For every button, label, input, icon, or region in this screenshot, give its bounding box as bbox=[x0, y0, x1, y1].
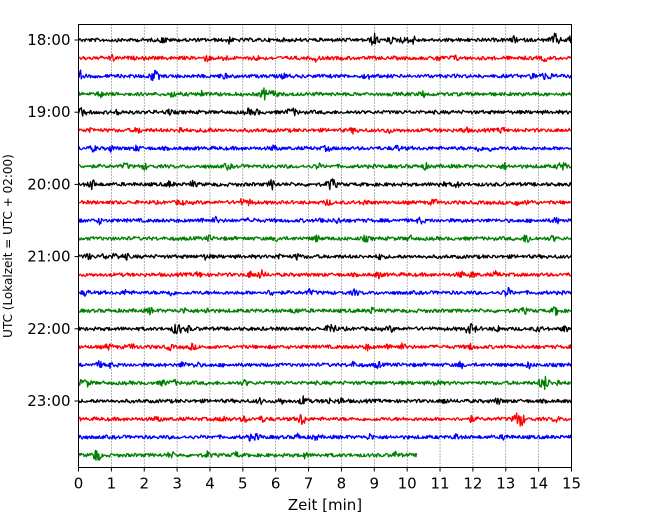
trace-1845 bbox=[77, 87, 572, 101]
y-tick-label: 19:00 bbox=[27, 103, 70, 121]
trace-1930 bbox=[77, 144, 572, 153]
x-tick-label: 14 bbox=[529, 475, 548, 493]
trace-2100 bbox=[77, 252, 572, 261]
x-tick-label: 7 bbox=[304, 475, 314, 493]
trace-1915 bbox=[77, 126, 572, 135]
y-tick-label: 22:00 bbox=[27, 320, 70, 338]
trace-1830 bbox=[77, 69, 572, 82]
grid-lines bbox=[111, 24, 539, 468]
y-axis-ticks: 18:00 19:00 20:00 21:00 22:00 23:00 bbox=[27, 31, 79, 410]
trace-2200 bbox=[77, 322, 572, 335]
x-tick-label: 8 bbox=[337, 475, 347, 493]
x-axis-label: Zeit [min] bbox=[288, 496, 362, 514]
x-tick-label: 12 bbox=[463, 475, 482, 493]
x-tick-label: 1 bbox=[107, 475, 117, 493]
y-axis-label: UTC (Lokalzeit = UTC + 02:00) bbox=[1, 154, 15, 338]
trace-2330 bbox=[77, 432, 572, 442]
trace-2030 bbox=[77, 215, 572, 226]
trace-1800 bbox=[77, 32, 572, 46]
x-axis-ticks: 0 1 2 3 4 5 6 7 8 9 10 11 12 13 14 15 bbox=[74, 467, 581, 493]
x-tick-label: 9 bbox=[370, 475, 380, 493]
y-tick-label: 18:00 bbox=[27, 31, 70, 49]
trace-2000 bbox=[78, 178, 572, 191]
x-tick-label: 13 bbox=[496, 475, 515, 493]
x-tick-label: 0 bbox=[74, 475, 84, 493]
x-tick-label: 10 bbox=[398, 475, 417, 493]
trace-1900 bbox=[77, 107, 572, 117]
x-tick-label: 11 bbox=[430, 475, 449, 493]
x-tick-label: 15 bbox=[562, 475, 581, 493]
trace-2130 bbox=[78, 286, 572, 297]
trace-2015 bbox=[78, 197, 572, 207]
trace-1815 bbox=[78, 53, 572, 63]
trace-2230 bbox=[77, 360, 572, 370]
trace-2145 bbox=[77, 306, 572, 317]
trace-2300 bbox=[77, 395, 572, 406]
trace-2345 bbox=[77, 449, 418, 461]
x-tick-label: 4 bbox=[205, 475, 215, 493]
trace-2215 bbox=[78, 342, 572, 352]
x-tick-label: 6 bbox=[271, 475, 281, 493]
x-tick-label: 2 bbox=[139, 475, 149, 493]
plot-frame bbox=[78, 24, 572, 468]
trace-2245 bbox=[77, 375, 572, 390]
seismic-traces bbox=[77, 32, 572, 461]
x-tick-label: 5 bbox=[238, 475, 248, 493]
trace-2315 bbox=[78, 412, 572, 427]
x-tick-label: 3 bbox=[172, 475, 182, 493]
y-tick-label: 23:00 bbox=[27, 392, 70, 410]
y-tick-label: 20:00 bbox=[27, 175, 70, 193]
trace-2045 bbox=[77, 234, 572, 243]
trace-1945 bbox=[78, 161, 572, 171]
trace-2115 bbox=[78, 269, 572, 280]
y-tick-label: 21:00 bbox=[27, 248, 70, 266]
